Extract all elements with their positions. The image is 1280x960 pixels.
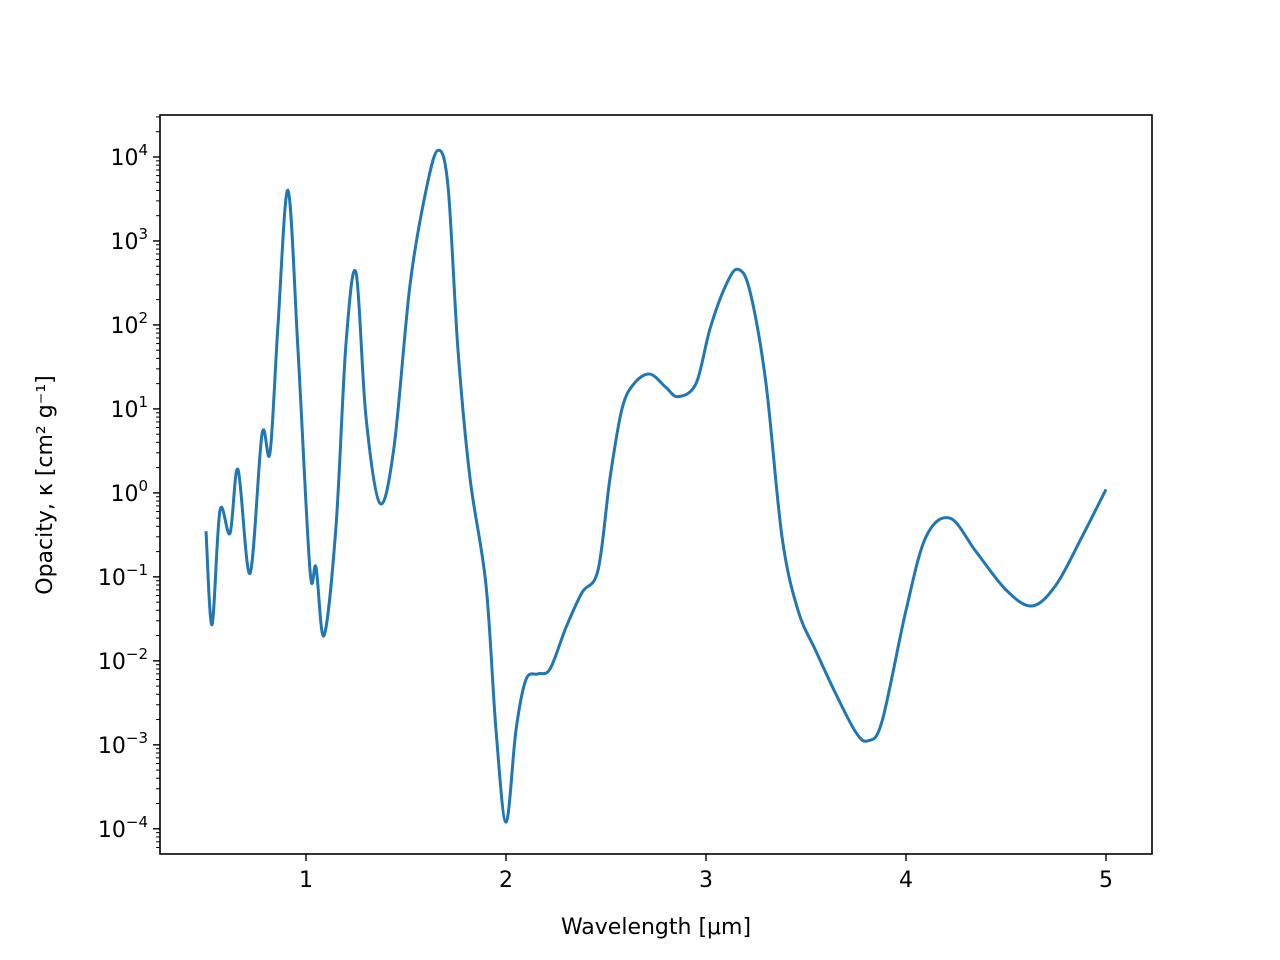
y-tick-label: 104 [110,141,148,171]
x-tick-label: 2 [499,868,513,893]
y-axis-ticks: 10−4 10−3 10−2 10−1 100 101 102 103 104 [98,116,160,848]
x-axis-label: Wavelength [μm] [561,915,751,940]
y-tick-label: 102 [110,309,148,339]
y-tick-label: 10−2 [98,645,148,675]
plot-area [204,148,1108,824]
y-tick-label: 103 [110,225,148,255]
x-tick-label: 3 [699,868,713,893]
y-axis-label: Opacity, κ [cm² g⁻¹] [33,375,58,594]
opacity-series-line [204,148,1108,824]
x-tick-label: 4 [899,868,913,893]
y-tick-label: 10−4 [98,813,148,843]
y-tick-label: 100 [110,477,148,507]
x-axis-ticks: 1 2 3 4 5 [299,854,1113,893]
x-tick-label: 5 [1099,868,1113,893]
y-tick-label: 10−3 [98,729,148,759]
y-tick-label: 101 [110,393,148,423]
y-tick-label: 10−1 [98,561,148,591]
axes-frame [159,114,1153,855]
x-tick-label: 1 [299,868,313,893]
